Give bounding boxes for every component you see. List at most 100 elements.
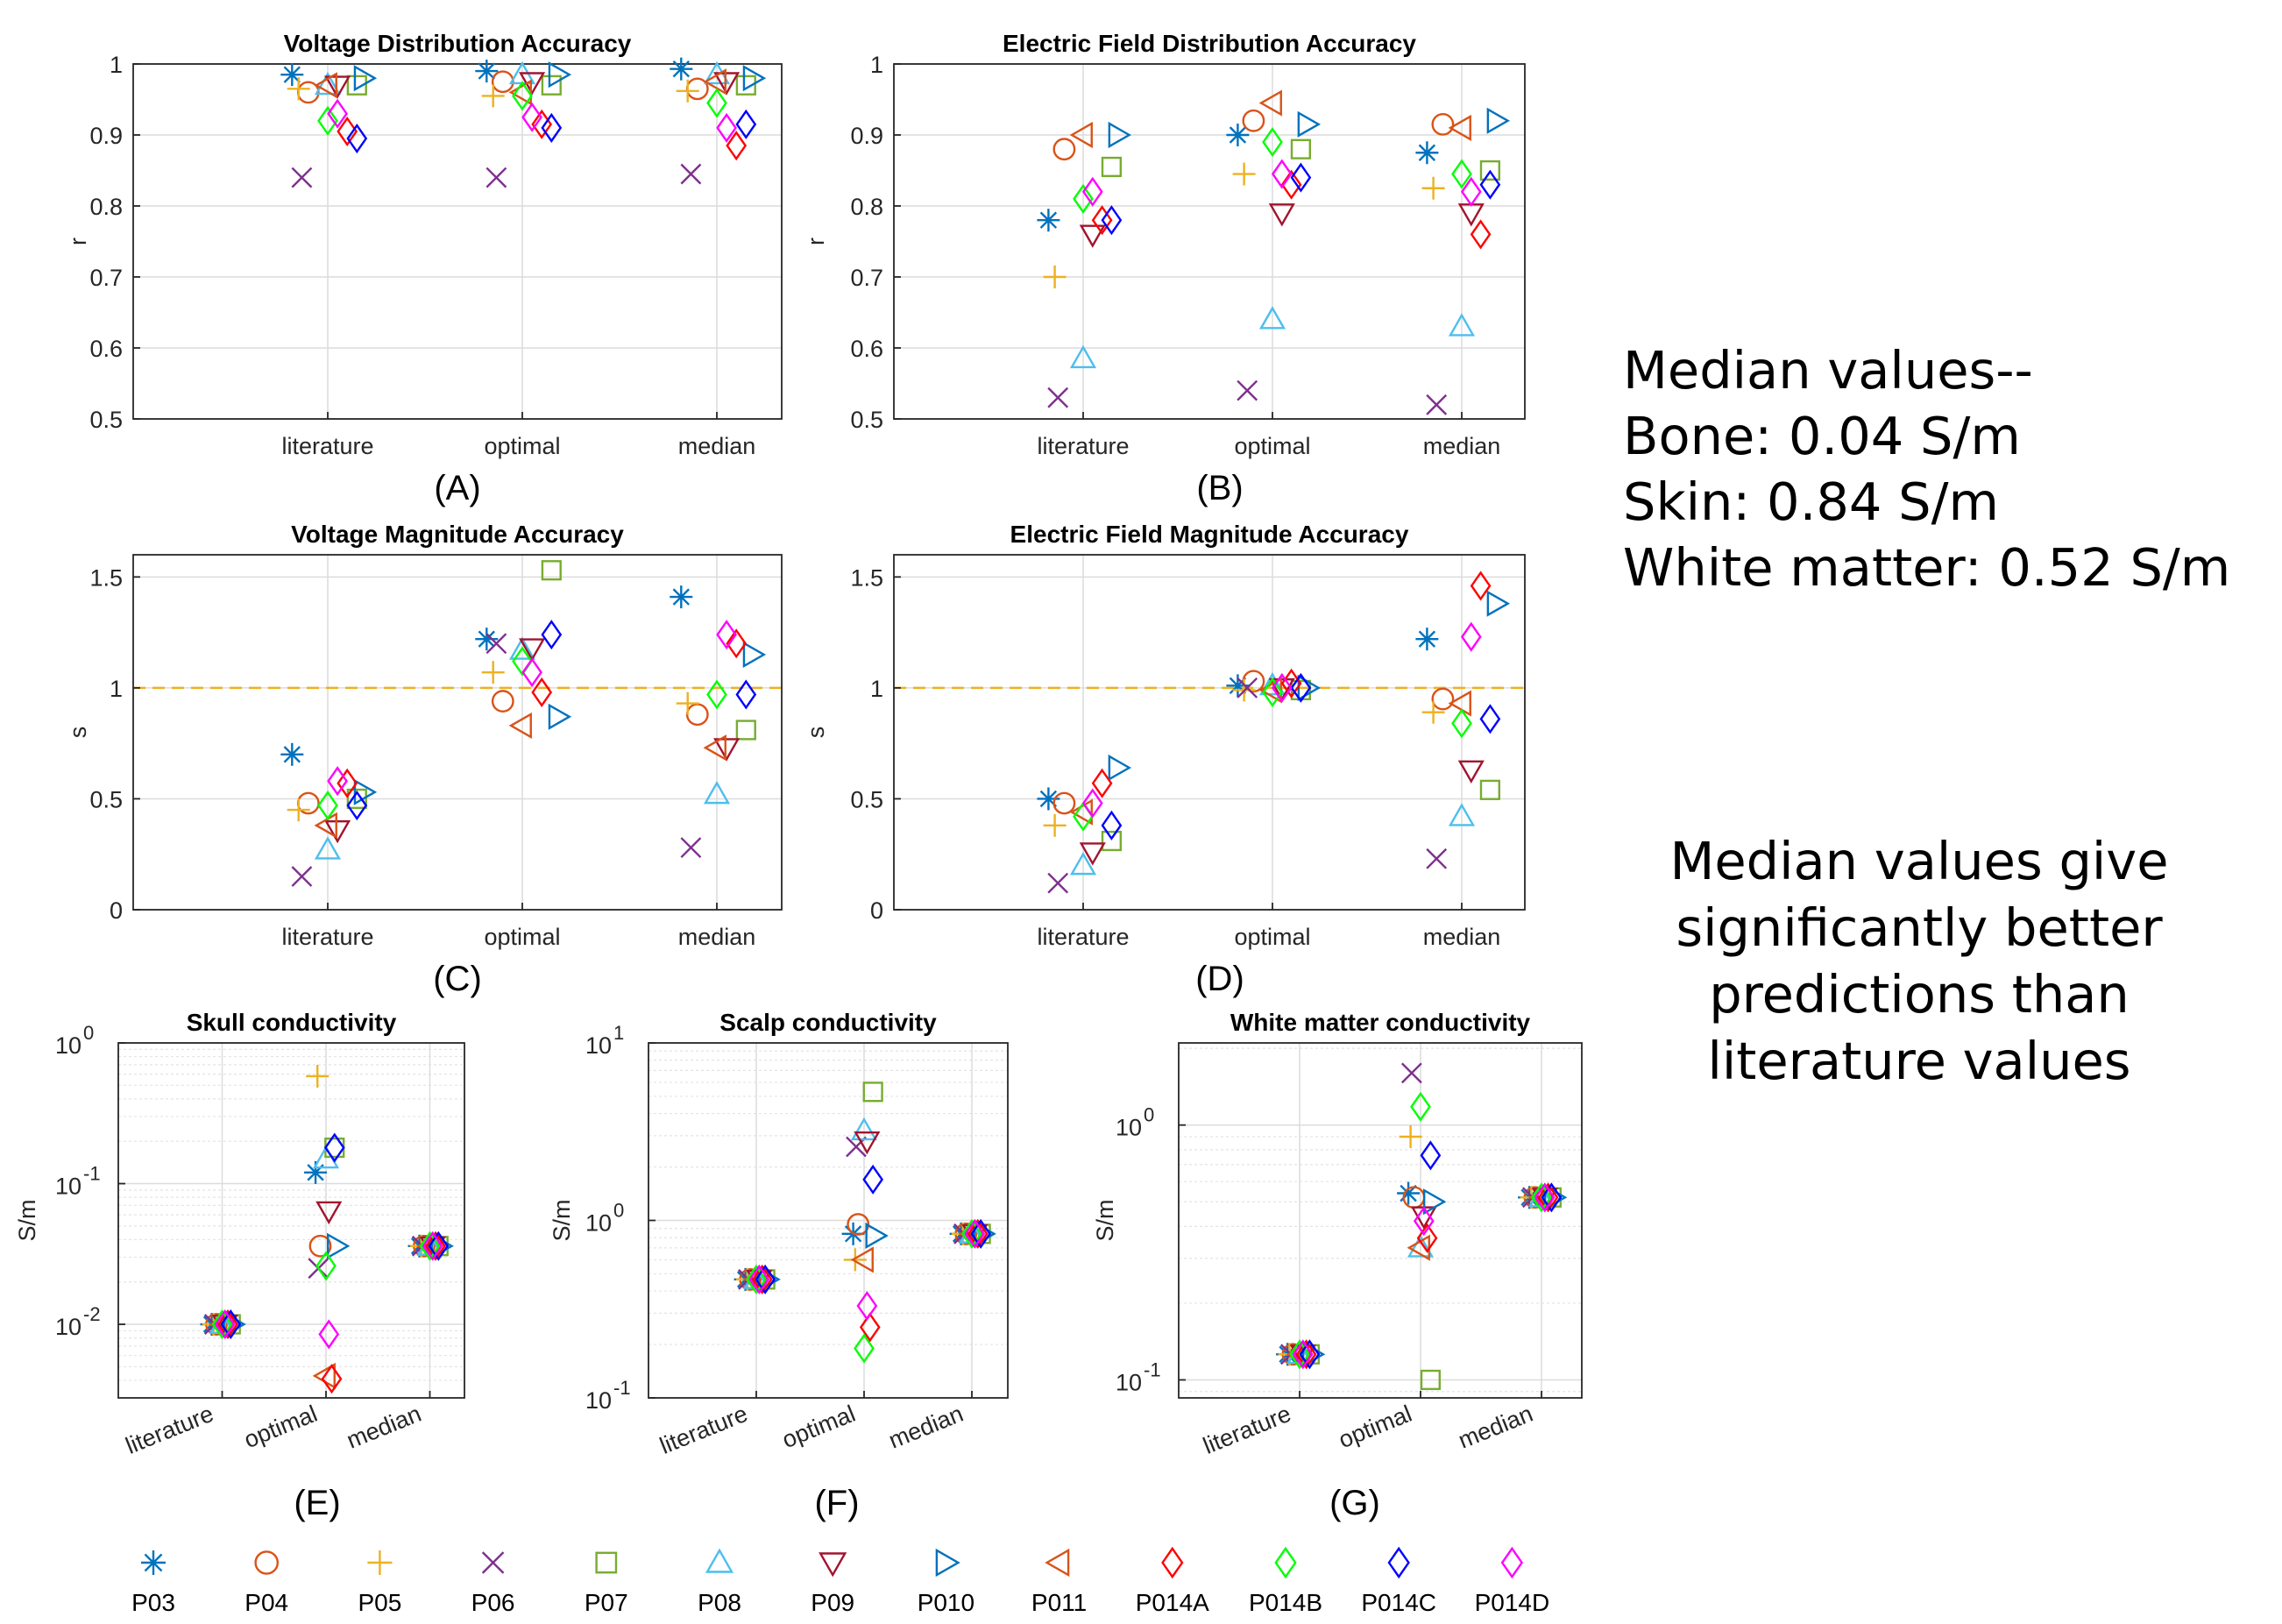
plot-area — [118, 1043, 464, 1398]
chart-title: Electric Field Distribution Accuracy — [1003, 30, 1416, 57]
data-point-p08 — [1069, 344, 1097, 369]
y-tick-label: 0.6 — [850, 336, 883, 362]
y-tick-label: 10 — [1116, 1115, 1142, 1141]
data-point-p014c — [1541, 1182, 1563, 1213]
data-point-p014d — [716, 620, 737, 650]
data-point-p07 — [1101, 156, 1122, 178]
data-point-p014d — [1534, 1182, 1556, 1213]
data-point-p08 — [1448, 803, 1476, 826]
data-point-p014d — [422, 1230, 443, 1261]
legend-marker-p05 — [367, 1550, 393, 1575]
median-bone-value: Bone: 0.04 S/m — [1623, 406, 2021, 466]
legend-label: P04 — [244, 1589, 288, 1616]
data-point-p04 — [308, 1234, 332, 1258]
data-point-p010 — [865, 1222, 889, 1250]
y-tick-label: 1 — [110, 676, 123, 702]
data-point-p014d — [521, 102, 542, 132]
data-point-p014c — [1101, 810, 1123, 840]
data-point-p09 — [1268, 203, 1295, 227]
y-tick-exponent: -1 — [1144, 1358, 1161, 1380]
data-point-p06 — [291, 866, 313, 887]
x-tick-label: literature — [281, 433, 373, 459]
data-point-p04 — [1052, 138, 1076, 161]
median-skin-value: Skin: 0.84 S/m — [1623, 472, 1999, 532]
legend-marker-p09 — [819, 1552, 847, 1578]
legend-label: P014A — [1136, 1589, 1209, 1616]
chart-panel-3: 0 0.5 1 1.5 literature optimal median Voltage M… — [65, 521, 783, 998]
panel-label: (G) — [1329, 1484, 1380, 1522]
data-point-p014b — [706, 88, 727, 118]
data-point-p03 — [1415, 141, 1439, 165]
data-point-p014c — [1290, 672, 1312, 703]
data-point-p014c — [1299, 1339, 1321, 1370]
legend-label: P06 — [471, 1589, 515, 1616]
data-point-p05 — [1043, 266, 1067, 288]
data-point-p04 — [1242, 109, 1265, 132]
data-point-p06 — [680, 163, 702, 185]
data-point-p06 — [485, 167, 507, 188]
legend-label: P011 — [1031, 1589, 1087, 1616]
data-point-p011 — [314, 812, 337, 839]
y-axis-label: S/m — [1092, 1199, 1118, 1241]
y-axis-label: S/m — [14, 1199, 40, 1241]
data-point-p014a — [1295, 1339, 1317, 1370]
x-tick-label: optimal — [778, 1401, 859, 1453]
data-point-p014c — [346, 790, 368, 821]
data-point-p09 — [1457, 760, 1485, 784]
data-point-p014a — [1091, 768, 1113, 798]
data-point-p07 — [1290, 138, 1311, 160]
data-point-p010 — [1108, 754, 1132, 782]
y-tick-label: 0.9 — [850, 123, 883, 149]
data-point-p011 — [1448, 690, 1471, 717]
data-point-p010 — [1486, 107, 1511, 134]
data-point-p06 — [1400, 1062, 1422, 1084]
data-point-p03 — [475, 60, 499, 83]
data-point-p014b — [1531, 1182, 1552, 1213]
panel-label: (F) — [814, 1484, 859, 1522]
x-tick-label: optimal — [484, 924, 560, 950]
data-point-p05 — [843, 1248, 867, 1272]
data-point-p014b — [315, 1251, 337, 1281]
y-tick-label: 0.5 — [850, 786, 883, 812]
y-tick-label: 10 — [585, 1210, 612, 1237]
y-tick-label: 1.5 — [89, 564, 123, 591]
y-tick-label: 0.7 — [850, 265, 883, 291]
x-tick-label: median — [343, 1401, 424, 1454]
data-point-p04 — [1431, 687, 1455, 711]
legend-marker-p07 — [595, 1551, 618, 1574]
data-point-p06 — [1426, 394, 1448, 415]
median-white-matter-value: White matter: 0.52 S/m — [1623, 537, 2231, 598]
data-point-p05 — [306, 1064, 330, 1088]
data-point-p03 — [1037, 209, 1060, 232]
axes-box — [117, 1042, 465, 1399]
data-point-p04 — [1431, 112, 1455, 136]
y-tick-label: 0.7 — [89, 265, 123, 291]
data-point-p05 — [676, 79, 699, 103]
axes-box — [1178, 1042, 1583, 1399]
panel-label: (E) — [294, 1484, 340, 1522]
data-point-p014c — [862, 1164, 884, 1195]
data-point-p014a — [1537, 1182, 1559, 1213]
data-point-p04 — [491, 70, 514, 94]
data-point-p010 — [742, 65, 767, 92]
data-point-p014a — [337, 768, 358, 798]
data-point-p09 — [854, 1131, 881, 1155]
y-tick-exponent: -2 — [83, 1303, 101, 1325]
data-point-p07 — [1101, 830, 1122, 852]
data-point-p08 — [1258, 306, 1286, 330]
x-tick-label: optimal — [1234, 433, 1310, 459]
data-point-p014d — [964, 1218, 986, 1249]
data-point-p03 — [1226, 124, 1250, 146]
data-point-p010 — [548, 703, 572, 730]
axes-box — [893, 63, 1526, 420]
plot-area — [894, 64, 1525, 419]
data-point-p09 — [1079, 224, 1106, 248]
legend-label: P05 — [358, 1589, 401, 1616]
median-values-note: Median values-- Bone: 0.04 S/m Skin: 0.8… — [1623, 337, 2230, 600]
axes-box — [132, 63, 783, 420]
y-tick-label: 10 — [55, 1032, 82, 1059]
data-point-p07 — [862, 1081, 883, 1103]
axes-box — [132, 554, 783, 911]
